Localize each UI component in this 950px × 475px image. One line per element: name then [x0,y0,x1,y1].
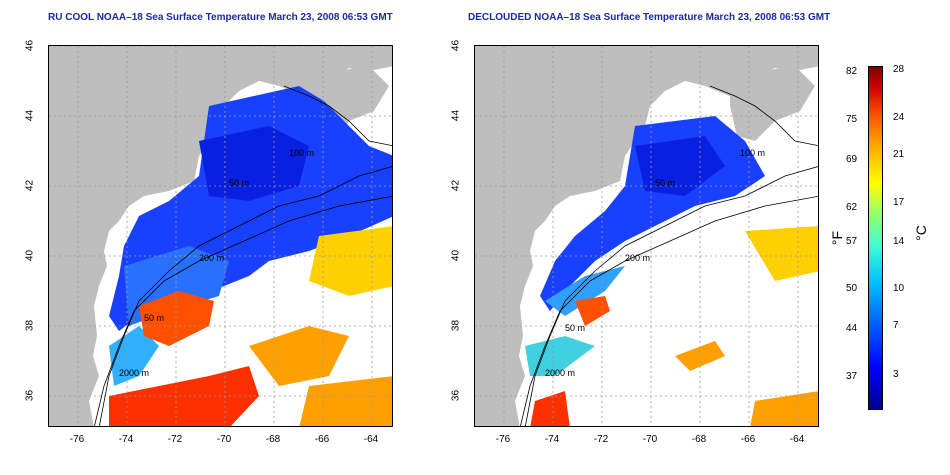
f-tick: 37 [846,371,858,382]
c-tick: 17 [893,197,905,208]
contour-label: 2000 m [545,368,575,378]
lon-tick: -74 [544,434,560,445]
colorbar [868,66,883,410]
lat-tick: 38 [24,319,36,332]
contour-label: 100 m [289,148,314,158]
f-tick: 44 [846,323,858,334]
lon-tick: -64 [789,434,805,445]
celsius-unit-label: °C [912,225,929,241]
lat-tick: 42 [450,179,462,192]
lon-tick: -72 [167,434,183,445]
right-map-canvas: 100 m 50 m 200 m 50 m 2000 m [475,46,818,426]
c-tick: 10 [893,283,905,294]
lat-tick: 36 [450,389,462,402]
f-tick: 62 [846,202,858,213]
lat-tick: 40 [24,249,36,262]
c-tick: 24 [893,112,905,123]
contour-label: 50 m [655,178,675,188]
c-tick: 7 [893,320,899,331]
lon-tick: -68 [265,434,281,445]
c-tick: 3 [893,369,899,380]
f-tick: 82 [846,66,858,77]
c-tick: 14 [893,236,905,247]
c-tick: 28 [893,64,905,75]
lat-tick: 44 [24,109,36,122]
f-tick: 75 [846,114,858,125]
fahrenheit-unit-label: °F [829,230,846,246]
lon-tick: -76 [69,434,85,445]
lon-tick: -70 [642,434,658,445]
contour-label: 200 m [199,253,224,263]
right-sst-map[interactable]: 100 m 50 m 200 m 50 m 2000 m [474,45,819,427]
contour-label: 200 m [625,253,650,263]
contour-label: 2000 m [119,368,149,378]
lon-tick: -66 [740,434,756,445]
lat-tick: 46 [24,39,36,52]
lon-tick: -70 [216,434,232,445]
f-tick: 57 [846,236,858,247]
right-map-title: DECLOUDED NOAA–18 Sea Surface Temperatur… [468,12,831,23]
lat-tick: 42 [24,179,36,192]
f-tick: 50 [846,283,858,294]
contour-label: 50 m [229,178,249,188]
lat-tick: 44 [450,109,462,122]
lat-tick: 46 [450,39,462,52]
lon-tick: -68 [691,434,707,445]
contour-label: 50 m [565,323,585,333]
land-mass [475,46,818,426]
contour-label: 100 m [740,148,765,158]
contour-label: 50 m [144,313,164,323]
f-tick: 69 [846,154,858,165]
lat-tick: 36 [24,389,36,402]
lon-tick: -64 [363,434,379,445]
land-mass [49,46,392,426]
lon-tick: -72 [593,434,609,445]
lon-tick: -76 [495,434,511,445]
left-map-title: RU COOL NOAA–18 Sea Surface Temperature … [48,12,393,23]
c-tick: 21 [893,149,905,160]
lat-tick: 38 [450,319,462,332]
left-map-canvas: 100 m 50 m 200 m 50 m 2000 m [49,46,392,426]
lat-tick: 40 [450,249,462,262]
left-sst-map[interactable]: 100 m 50 m 200 m 50 m 2000 m [48,45,393,427]
lon-tick: -74 [118,434,134,445]
lon-tick: -66 [314,434,330,445]
